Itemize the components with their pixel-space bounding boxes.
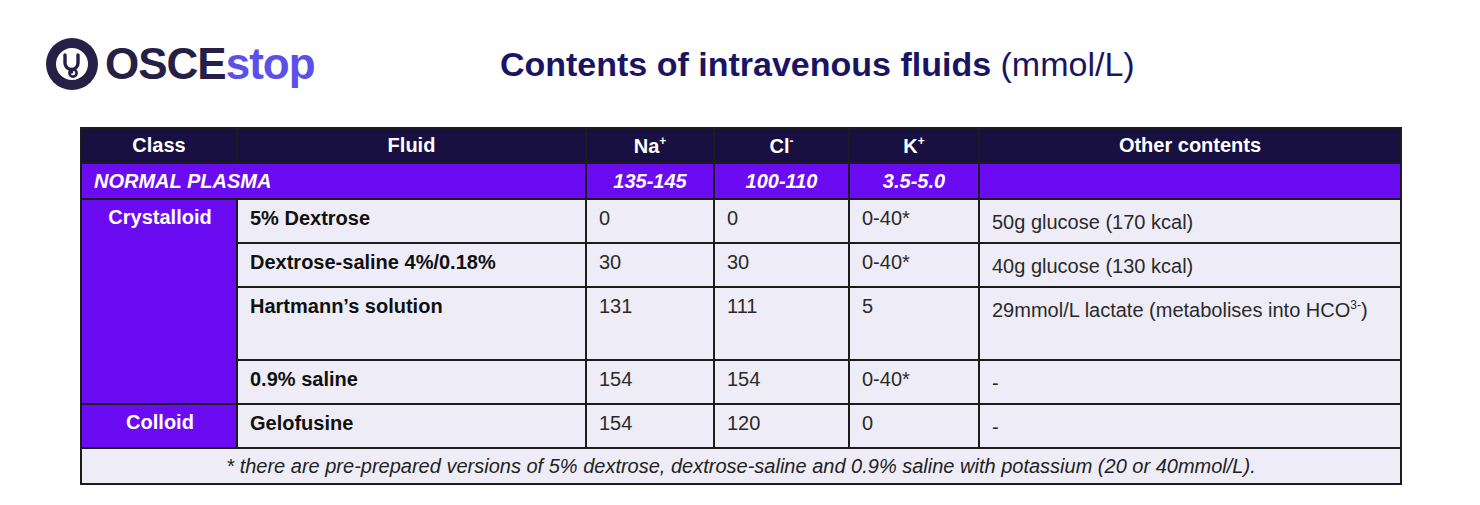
- column-header-other-label: Other contents: [1119, 134, 1261, 156]
- footnote-row: * there are pre-prepared versions of 5% …: [81, 448, 1401, 484]
- other-contents-text: ): [1361, 299, 1368, 321]
- na-value: 30: [586, 243, 714, 287]
- column-header-k: K+: [849, 128, 979, 163]
- iv-fluids-table: Class Fluid Na+ Cl- K+ Other contents NO…: [80, 127, 1402, 485]
- cl-value: 0: [714, 199, 849, 243]
- logo-text-osce: OSCE: [105, 39, 226, 88]
- column-header-fluid: Fluid: [237, 128, 586, 163]
- table-row: Dextrose-saline 4%/0.18% 30 30 0-40* 40g…: [81, 243, 1401, 287]
- k-value: 0-40*: [849, 243, 979, 287]
- column-header-other: Other contents: [979, 128, 1401, 163]
- k-value: 5: [849, 287, 979, 360]
- other-contents: 40g glucose (130 kcal): [979, 243, 1401, 287]
- table-row: Hartmann’s solution 131 111 5 29mmol/L l…: [81, 287, 1401, 360]
- normal-plasma-cl: 100-110: [714, 163, 849, 199]
- k-value: 0-40*: [849, 199, 979, 243]
- other-contents: -: [979, 360, 1401, 404]
- na-value: 154: [586, 404, 714, 448]
- k-value: 0: [849, 404, 979, 448]
- column-header-k-label: K: [903, 134, 917, 156]
- class-cell-crystalloid: Crystalloid: [81, 199, 237, 404]
- k-value: 0-40*: [849, 360, 979, 404]
- other-contents-superscript: 3-: [1350, 298, 1361, 312]
- normal-plasma-row: NORMAL PLASMA 135-145 100-110 3.5-5.0: [81, 163, 1401, 199]
- na-value: 131: [586, 287, 714, 360]
- column-header-cl: Cl-: [714, 128, 849, 163]
- logo-wordmark: OSCEstop: [105, 39, 315, 89]
- column-header-class-label: Class: [132, 134, 185, 156]
- page-title-main: Contents of intravenous fluids: [500, 45, 991, 83]
- other-contents: -: [979, 404, 1401, 448]
- page-title: Contents of intravenous fluids (mmol/L): [315, 45, 1440, 84]
- other-contents-text: 29mmol/L lactate (metabolises into HCO: [992, 299, 1350, 321]
- column-header-na-sup: +: [659, 134, 666, 148]
- column-header-class: Class: [81, 128, 237, 163]
- fluid-name: 0.9% saline: [237, 360, 586, 404]
- cl-value: 111: [714, 287, 849, 360]
- fluid-name: Hartmann’s solution: [237, 287, 586, 360]
- fluid-name: Dextrose-saline 4%/0.18%: [237, 243, 586, 287]
- cl-value: 154: [714, 360, 849, 404]
- column-header-na: Na+: [586, 128, 714, 163]
- column-header-cl-label: Cl: [770, 134, 790, 156]
- column-header-na-label: Na: [634, 134, 660, 156]
- header-band: OSCEstop Contents of intravenous fluids …: [45, 24, 1440, 104]
- na-value: 0: [586, 199, 714, 243]
- normal-plasma-label: NORMAL PLASMA: [81, 163, 586, 199]
- logo-text-stop: stop: [226, 39, 315, 88]
- other-contents: 29mmol/L lactate (metabolises into HCO3-…: [979, 287, 1401, 360]
- other-contents: 50g glucose (170 kcal): [979, 199, 1401, 243]
- normal-plasma-other: [979, 163, 1401, 199]
- column-header-cl-sup: -: [790, 134, 794, 148]
- column-header-fluid-label: Fluid: [388, 134, 436, 156]
- footnote-text: * there are pre-prepared versions of 5% …: [81, 448, 1401, 484]
- table-header-row: Class Fluid Na+ Cl- K+ Other contents: [81, 128, 1401, 163]
- stethoscope-badge-icon: [45, 37, 99, 91]
- oscestop-logo: OSCEstop: [45, 37, 315, 91]
- normal-plasma-na: 135-145: [586, 163, 714, 199]
- fluid-name: Gelofusine: [237, 404, 586, 448]
- page-title-unit: (mmol/L): [991, 45, 1135, 83]
- table-row: 0.9% saline 154 154 0-40* -: [81, 360, 1401, 404]
- table-row: Colloid Gelofusine 154 120 0 -: [81, 404, 1401, 448]
- cl-value: 120: [714, 404, 849, 448]
- normal-plasma-k: 3.5-5.0: [849, 163, 979, 199]
- class-cell-colloid: Colloid: [81, 404, 237, 448]
- cl-value: 30: [714, 243, 849, 287]
- na-value: 154: [586, 360, 714, 404]
- table-row: Crystalloid 5% Dextrose 0 0 0-40* 50g gl…: [81, 199, 1401, 243]
- column-header-k-sup: +: [918, 134, 925, 148]
- fluid-name: 5% Dextrose: [237, 199, 586, 243]
